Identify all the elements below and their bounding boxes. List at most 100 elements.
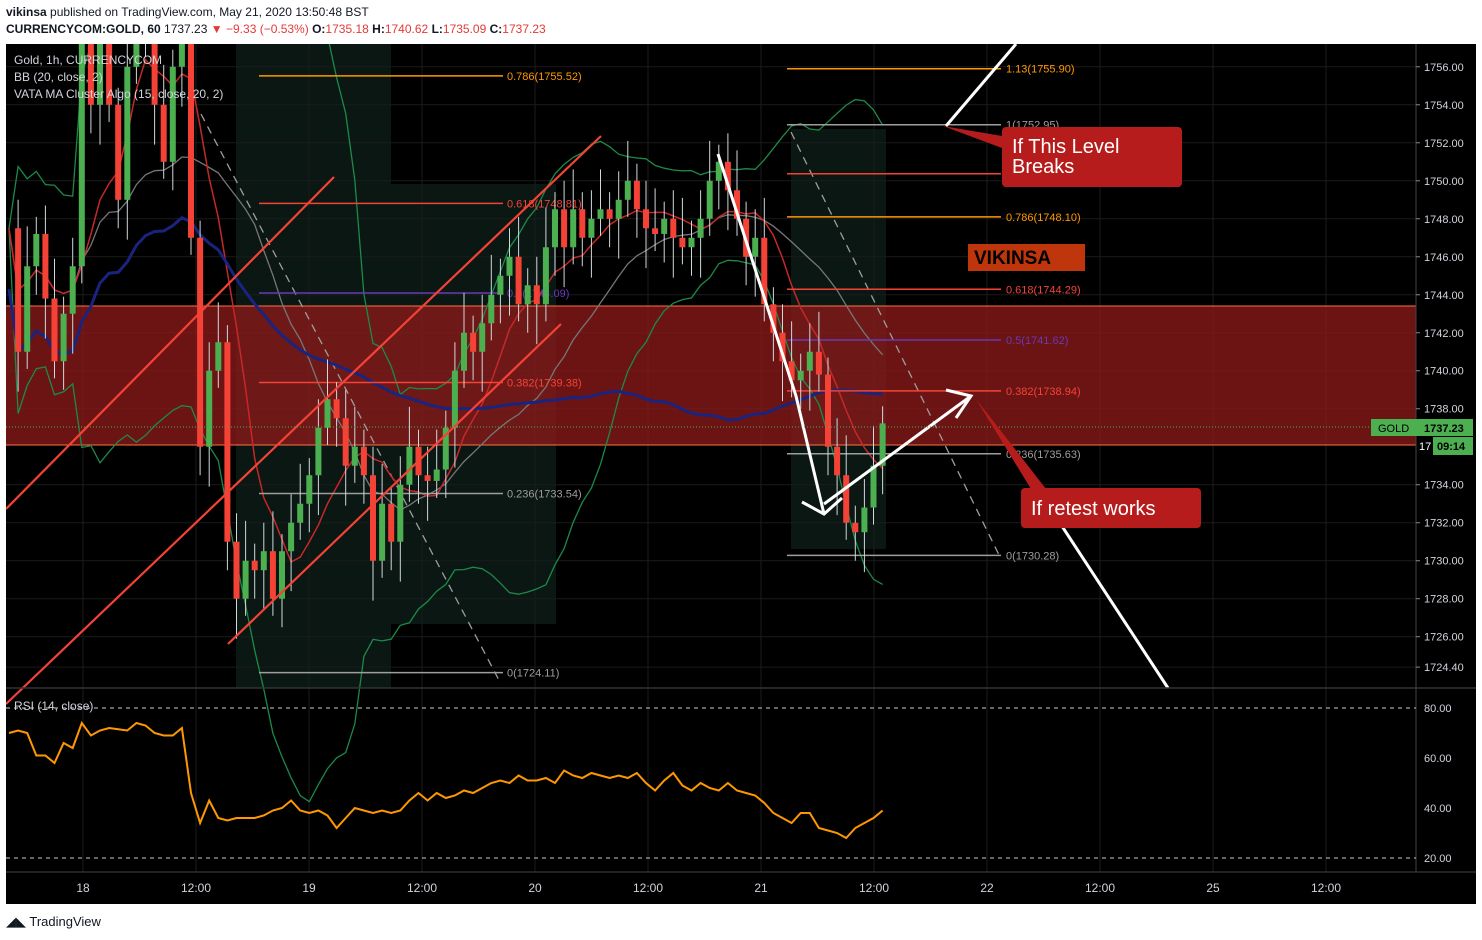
candle-body [724, 161, 731, 191]
candle-body [815, 351, 822, 375]
open-label: O: [312, 22, 326, 36]
time-axis[interactable]: 18 12:00 19 12:00 20 12:00 21 12:00 22 12:00 25 12:… [76, 881, 1341, 895]
candle-body [524, 285, 531, 305]
down-arrow-head [801, 496, 843, 516]
candle-body [442, 427, 449, 470]
candle-body [706, 180, 713, 219]
candle-body [379, 503, 386, 561]
candle-body [97, 0, 103, 105]
candle-body [260, 551, 267, 571]
candle-body [42, 233, 49, 299]
price-axis-label: 1732.00 [1424, 518, 1464, 530]
candle-body [87, 28, 94, 105]
candle-body [633, 180, 640, 210]
price-axis-label: 1738.00 [1424, 404, 1464, 416]
candle-body [461, 332, 467, 371]
candle-body [734, 190, 740, 219]
candle-body [679, 237, 686, 248]
symbol-line: CURRENCYCOM:GOLD, 60 1737.23 ▼ −9.33 (−0… [6, 22, 546, 36]
price-axis-label: 1728.00 [1424, 594, 1464, 606]
high-label: H: [372, 22, 385, 36]
price-axis-label: 1742.00 [1424, 328, 1464, 340]
candle-body [470, 332, 477, 352]
fib-level-label: 0.786(1748.10) [1006, 212, 1081, 224]
legend-title: Gold, 1h, CURRENCYCOM [14, 53, 162, 67]
time-axis-label: 12:00 [181, 881, 211, 895]
candle-body [879, 423, 886, 466]
channel-line-upper [5, 135, 602, 705]
candle-body [661, 218, 668, 234]
fib-level-label: 0.236(1735.63) [1006, 449, 1081, 461]
brand-text: VIKINSA [974, 248, 1051, 269]
fib-trend-line-left [200, 113, 502, 685]
candle-body [715, 161, 722, 181]
brand-box [968, 244, 1085, 271]
candle-body [843, 475, 850, 523]
fib-level-label: 0.236(1733.54) [507, 488, 582, 500]
candle-body [697, 218, 704, 238]
bb-lower [8, 228, 883, 803]
price-axis-label: 1744.00 [1424, 290, 1464, 302]
candle-body [770, 304, 777, 333]
candle-body [324, 399, 331, 428]
low-value: 1735.09 [442, 22, 487, 36]
time-axis-label: 22 [980, 881, 994, 895]
candle-body [552, 209, 558, 248]
fib-trend-line-right [790, 131, 1002, 560]
callout-pointer-2 [976, 399, 1046, 489]
symbol-name: CURRENCYCOM:GOLD, 60 [6, 22, 161, 36]
callout-text-1b: Breaks [1012, 156, 1074, 178]
candle-body [825, 374, 831, 447]
tradingview-logo[interactable]: ◢◣ TradingView [6, 914, 101, 930]
fib-level-label: 0.5(1741.62) [1006, 335, 1068, 347]
candle-body [533, 285, 540, 305]
callout-pointer-1 [943, 126, 1002, 148]
candle-body [597, 209, 604, 219]
legend-vata: VATA MA Cluster Algo (15, close, 20, 2) [14, 87, 223, 101]
candle-body [15, 228, 22, 352]
candle-body [861, 507, 868, 533]
candle-body [269, 551, 276, 599]
time-axis-label: 12:00 [407, 881, 437, 895]
candle-body [670, 218, 677, 238]
candle-body [834, 446, 841, 476]
candle-body [288, 522, 295, 552]
candle-body [497, 275, 504, 295]
rsi-legend: RSI (14, close) [14, 699, 93, 713]
down-arrow-path [716, 153, 826, 515]
candle-body [33, 233, 40, 267]
fib-level-label: 0.618(1748.81) [507, 198, 582, 210]
publish-info: vikinsa published on TradingView.com, Ma… [6, 5, 369, 19]
rsi-axis-label: 80.00 [1424, 703, 1452, 715]
candle-body [315, 427, 322, 476]
candle-body [279, 551, 285, 599]
candle-body [360, 446, 367, 476]
price-tag: GOLD 1737.23 09:14 17 [1371, 419, 1473, 455]
price-tag-value: 1737.23 [1424, 423, 1464, 435]
time-axis-label: 21 [754, 881, 768, 895]
price-axis[interactable]: 1756.00 1754.00 1752.00 1750.00 1748.00 1746.… [1416, 62, 1464, 674]
candle-body [624, 180, 631, 200]
price-axis-label: 1754.00 [1424, 100, 1464, 112]
annotation-retest[interactable]: If retest works [976, 399, 1201, 528]
up-arrow-path [823, 394, 972, 506]
publish-date: published on TradingView.com, May 21, 20… [50, 5, 369, 19]
candle-body [206, 370, 213, 447]
chart-area[interactable]: 0.786(1755.52)0.618(1748.81)0.5(1744.09)… [5, 0, 1476, 904]
open-value: 1735.18 [325, 22, 369, 36]
price-axis-label: 1752.00 [1424, 138, 1464, 150]
candle-body [615, 199, 622, 219]
price-tag-box [1371, 419, 1473, 436]
annotation-level-breaks[interactable]: If This Level Breaks [943, 126, 1182, 187]
candle-body [588, 218, 595, 238]
callout-box-1 [1002, 127, 1182, 187]
candle-body [779, 332, 786, 362]
breakout-line [944, 43, 1018, 127]
price-axis-label: 1756.00 [1424, 62, 1464, 74]
legend-bb: BB (20, close, 2) [14, 70, 103, 84]
author-name[interactable]: vikinsa [6, 5, 47, 19]
candle-body [542, 247, 549, 305]
candle-body [788, 361, 795, 381]
candle-body [852, 522, 859, 533]
candle-body [188, 9, 194, 238]
